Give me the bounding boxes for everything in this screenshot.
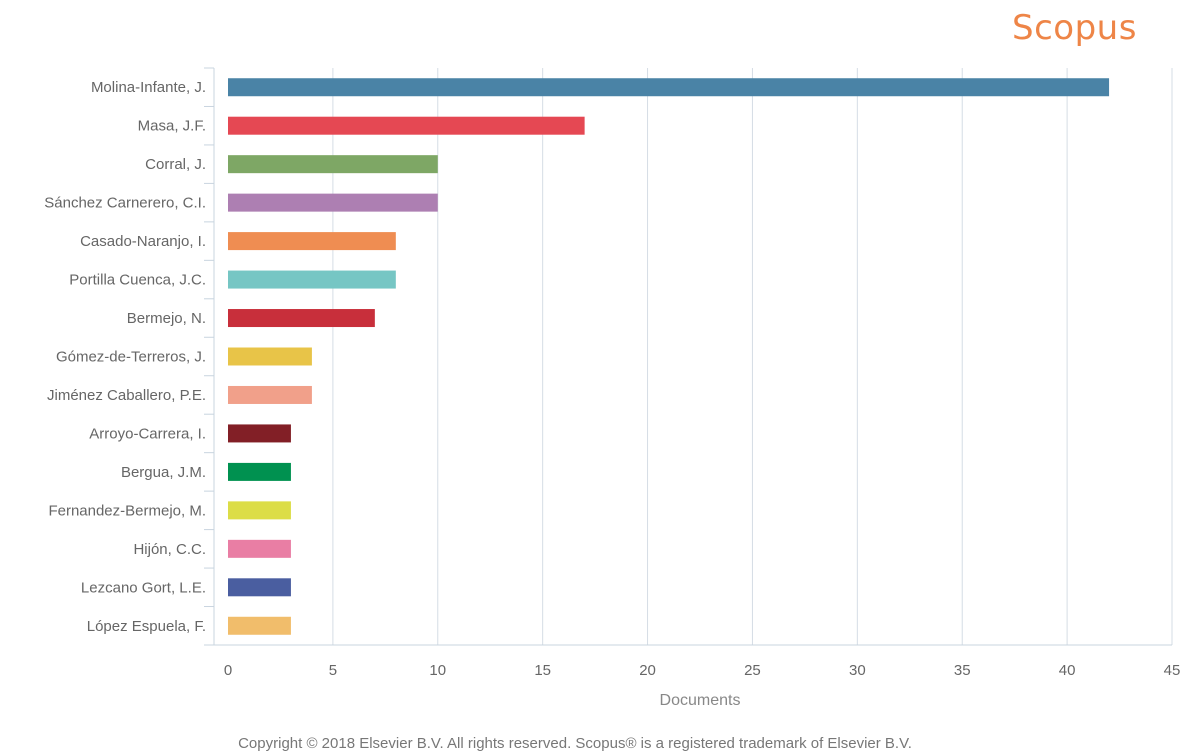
x-tick-label: 25 bbox=[744, 662, 761, 679]
x-tick-label: 45 bbox=[1164, 662, 1181, 679]
bar bbox=[228, 155, 438, 174]
x-tick-label: 15 bbox=[534, 662, 551, 679]
bar bbox=[228, 193, 438, 212]
bar bbox=[228, 578, 291, 597]
bar bbox=[228, 539, 291, 558]
x-tick-label: 10 bbox=[429, 662, 446, 679]
x-tick-label: 0 bbox=[224, 662, 232, 679]
category-label: Bermejo, N. bbox=[127, 310, 206, 327]
bar bbox=[228, 270, 396, 289]
bar bbox=[228, 78, 1110, 97]
bar bbox=[228, 424, 291, 443]
x-axis-title: Documents bbox=[660, 692, 741, 709]
x-tick-label: 5 bbox=[329, 662, 337, 679]
category-label: Hijón, C.C. bbox=[133, 541, 206, 558]
x-tick-label: 30 bbox=[849, 662, 866, 679]
category-label: Masa, J.F. bbox=[138, 118, 206, 135]
bar bbox=[228, 347, 312, 366]
bars bbox=[228, 78, 1110, 635]
category-label: Bergua, J.M. bbox=[121, 464, 206, 481]
category-label: Corral, J. bbox=[145, 156, 206, 173]
category-label: Fernandez-Bermejo, M. bbox=[48, 502, 206, 519]
category-label: Portilla Cuenca, J.C. bbox=[69, 272, 206, 289]
x-tick-labels: 0 5 10 15 20 25 30 35 40 45 bbox=[224, 662, 1181, 679]
grid-lines bbox=[332, 68, 1173, 645]
x-tick-label: 35 bbox=[954, 662, 971, 679]
bar bbox=[228, 116, 585, 135]
category-label: Casado-Naranjo, I. bbox=[80, 233, 206, 250]
category-label: Arroyo-Carrera, I. bbox=[89, 425, 206, 442]
bar-chart: Molina-Infante, J. Masa, J.F. Corral, J. Sá… bbox=[44, 67, 1181, 709]
bar bbox=[228, 232, 396, 251]
bar bbox=[228, 501, 291, 520]
scopus-logo: Scopus bbox=[1012, 8, 1137, 48]
axes bbox=[204, 67, 1172, 646]
x-tick-label: 20 bbox=[639, 662, 656, 679]
bar bbox=[228, 309, 375, 328]
category-label: Molina-Infante, J. bbox=[91, 79, 206, 96]
x-tick-label: 40 bbox=[1059, 662, 1076, 679]
category-label: Jiménez Caballero, P.E. bbox=[47, 387, 206, 404]
bar bbox=[228, 616, 291, 635]
category-label: Lezcano Gort, L.E. bbox=[81, 579, 206, 596]
bar bbox=[228, 385, 312, 404]
category-labels: Molina-Infante, J. Masa, J.F. Corral, J. Sá… bbox=[44, 79, 206, 635]
category-label: Sánchez Carnerero, C.I. bbox=[44, 195, 206, 212]
category-label: Gómez-de-Terreros, J. bbox=[56, 349, 206, 366]
copyright-notice: Copyright © 2018 Elsevier B.V. All right… bbox=[238, 735, 912, 752]
category-label: López Espuela, F. bbox=[87, 618, 206, 635]
bar bbox=[228, 462, 291, 481]
